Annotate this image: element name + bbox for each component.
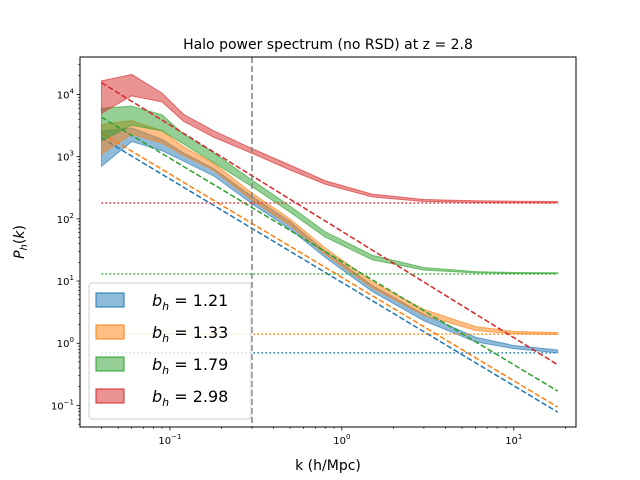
legend-label-2: bh = 1.33 (152, 323, 228, 345)
legend-label-1: bh = 1.21 (152, 291, 228, 313)
legend-swatch-4 (95, 388, 125, 404)
legend-label-4: bh = 2.98 (152, 387, 228, 409)
y-tick-label: 100 (57, 336, 74, 350)
y-label-arg: ( (12, 239, 28, 244)
plot-frame (79, 56, 577, 428)
y-axis-ticks: 10−1 100 101 102 103 104 (51, 64, 80, 425)
series-3-band (100, 105, 559, 275)
x-tick-label: 10−1 (158, 433, 181, 447)
x-tick-label: 100 (333, 433, 350, 447)
y-tick-label: 103 (57, 150, 74, 164)
x-tick-label: 101 (505, 433, 522, 447)
legend-label-3: bh = 1.79 (152, 355, 228, 377)
legend-swatch-2 (95, 324, 125, 340)
chart-title: Halo power spectrum (no RSD) at z = 2.8 (183, 37, 473, 53)
legend-swatch-1 (95, 292, 125, 308)
legend-frame (88, 282, 252, 420)
y-tick-label: 101 (57, 274, 74, 288)
y-tick-label: 102 (57, 212, 74, 226)
y-label-var: P (12, 250, 28, 259)
legend-swatch-3 (95, 356, 125, 372)
series-4-linear-dashed (101, 81, 559, 366)
series-4-band (100, 73, 559, 204)
y-axis-label: Ph(k) (12, 225, 30, 259)
series-2-linear-dashed (101, 132, 559, 408)
y-tick-label: 104 (57, 87, 75, 101)
legend: bh = 1.21 bh = 1.33 bh = 1.79 bh = 2.98 (88, 282, 252, 420)
y-tick-label: 10−1 (51, 398, 74, 412)
y-label-close: ) (12, 225, 28, 230)
x-axis-label: k (h/Mpc) (295, 458, 361, 474)
series-3-linear-dashed (101, 116, 559, 392)
y-label-sub: h (19, 244, 30, 250)
y-label-k: k (12, 230, 28, 239)
series-1-linear-dashed (101, 137, 559, 413)
x-axis-ticks: 10−1 100 101 (101, 427, 566, 447)
series-2-band (100, 120, 559, 336)
